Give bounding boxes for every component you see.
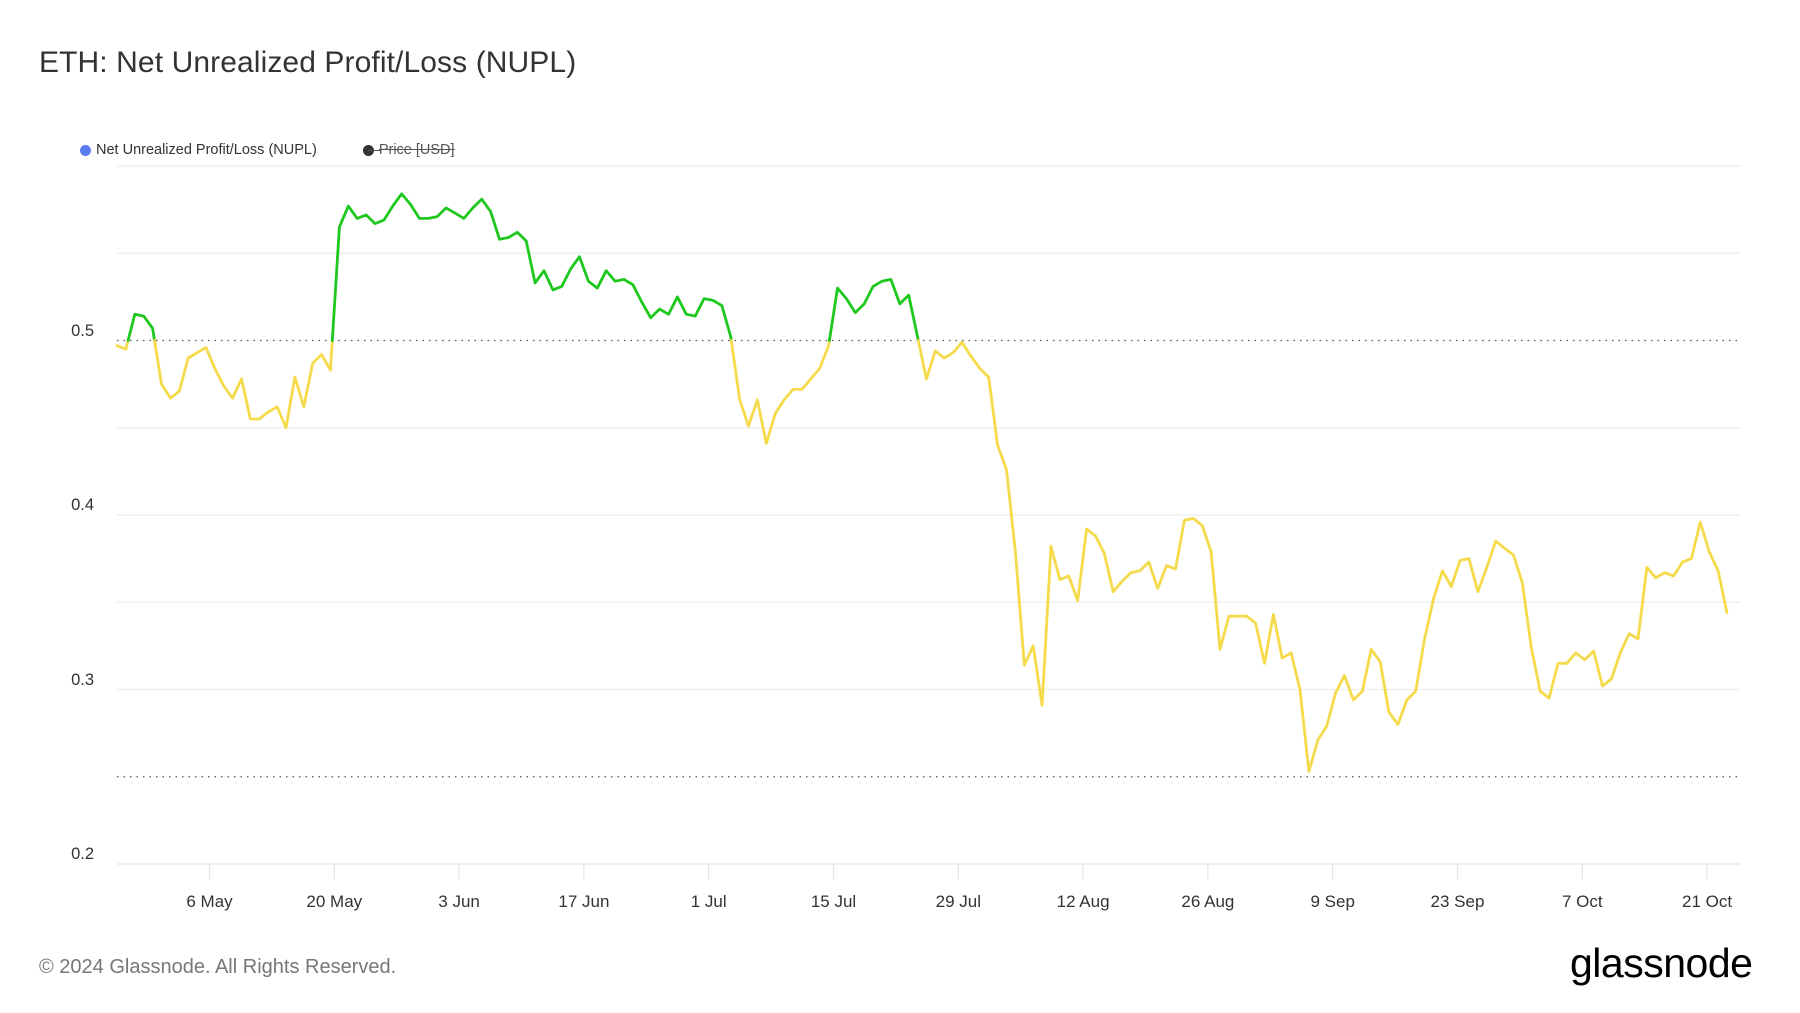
x-axis-label: 20 May [306,892,363,911]
x-axis-label: 3 Jun [438,892,480,911]
chart-title: ETH: Net Unrealized Profit/Loss (NUPL) [39,46,577,79]
x-axis-label: 21 Oct [1682,892,1733,911]
x-axis-label: 23 Sep [1430,892,1485,911]
legend-dot-icon [362,144,380,156]
x-axis-label: 26 Aug [1181,892,1235,911]
x-axis-label: 29 Jul [935,892,981,911]
x-axis-label: 15 Jul [810,892,857,911]
legend-label: Price [USD] [378,142,455,158]
x-axis-label: 12 Aug [1056,892,1110,911]
y-axis-label: 0.2 [71,845,94,863]
legend-dot-icon [80,144,91,156]
legend-item-nupl[interactable]: Net Unrealized Profit/Loss (NUPL) [80,142,317,158]
chart-legend: Net Unrealized Profit/Loss (NUPL) Price … [80,140,455,160]
legend-item-price[interactable]: Price [USD] [362,142,455,158]
x-axis-label: 7 Oct [1561,892,1603,911]
x-axis-label: 1 Jul [690,892,727,911]
nupl-series-line [115,192,1729,773]
y-axis-label: 0.4 [71,496,94,514]
x-axis-label: 17 Jun [558,892,610,911]
glassnode-logo: glassnode [1570,940,1753,986]
legend-label: Net Unrealized Profit/Loss (NUPL) [96,142,317,158]
copyright-text: © 2024 Glassnode. All Rights Reserved. [39,956,397,978]
y-axis-label: 0.5 [71,321,94,340]
grid-lines [117,165,1740,865]
y-axis-label: 0.3 [71,670,94,689]
x-axis-label: 9 Sep [1310,892,1355,911]
x-axis-label: 6 May [186,892,233,911]
x-axis-ticks [208,864,1708,879]
